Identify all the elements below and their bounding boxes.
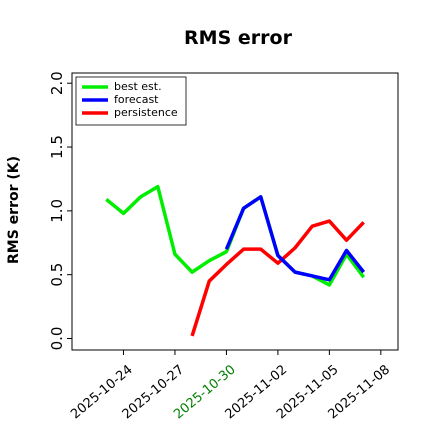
- series-line: [190, 219, 365, 337]
- legend-label: best est.: [114, 80, 162, 93]
- y-tick-label: 0.0: [48, 327, 66, 351]
- chart-title: RMS error: [184, 27, 293, 49]
- legend-label: forecast: [114, 93, 159, 106]
- y-axis-label: RMS error (K): [6, 156, 22, 264]
- y-tick-label: 2.0: [48, 71, 66, 95]
- series-line: [105, 184, 366, 287]
- y-tick-label: 1.0: [48, 199, 66, 223]
- y-tick-label: 1.5: [48, 135, 66, 159]
- legend-label: persistence: [114, 106, 178, 119]
- series-line: [224, 195, 366, 282]
- plot-frame: [71, 72, 399, 351]
- y-tick-label: 0.5: [48, 263, 66, 287]
